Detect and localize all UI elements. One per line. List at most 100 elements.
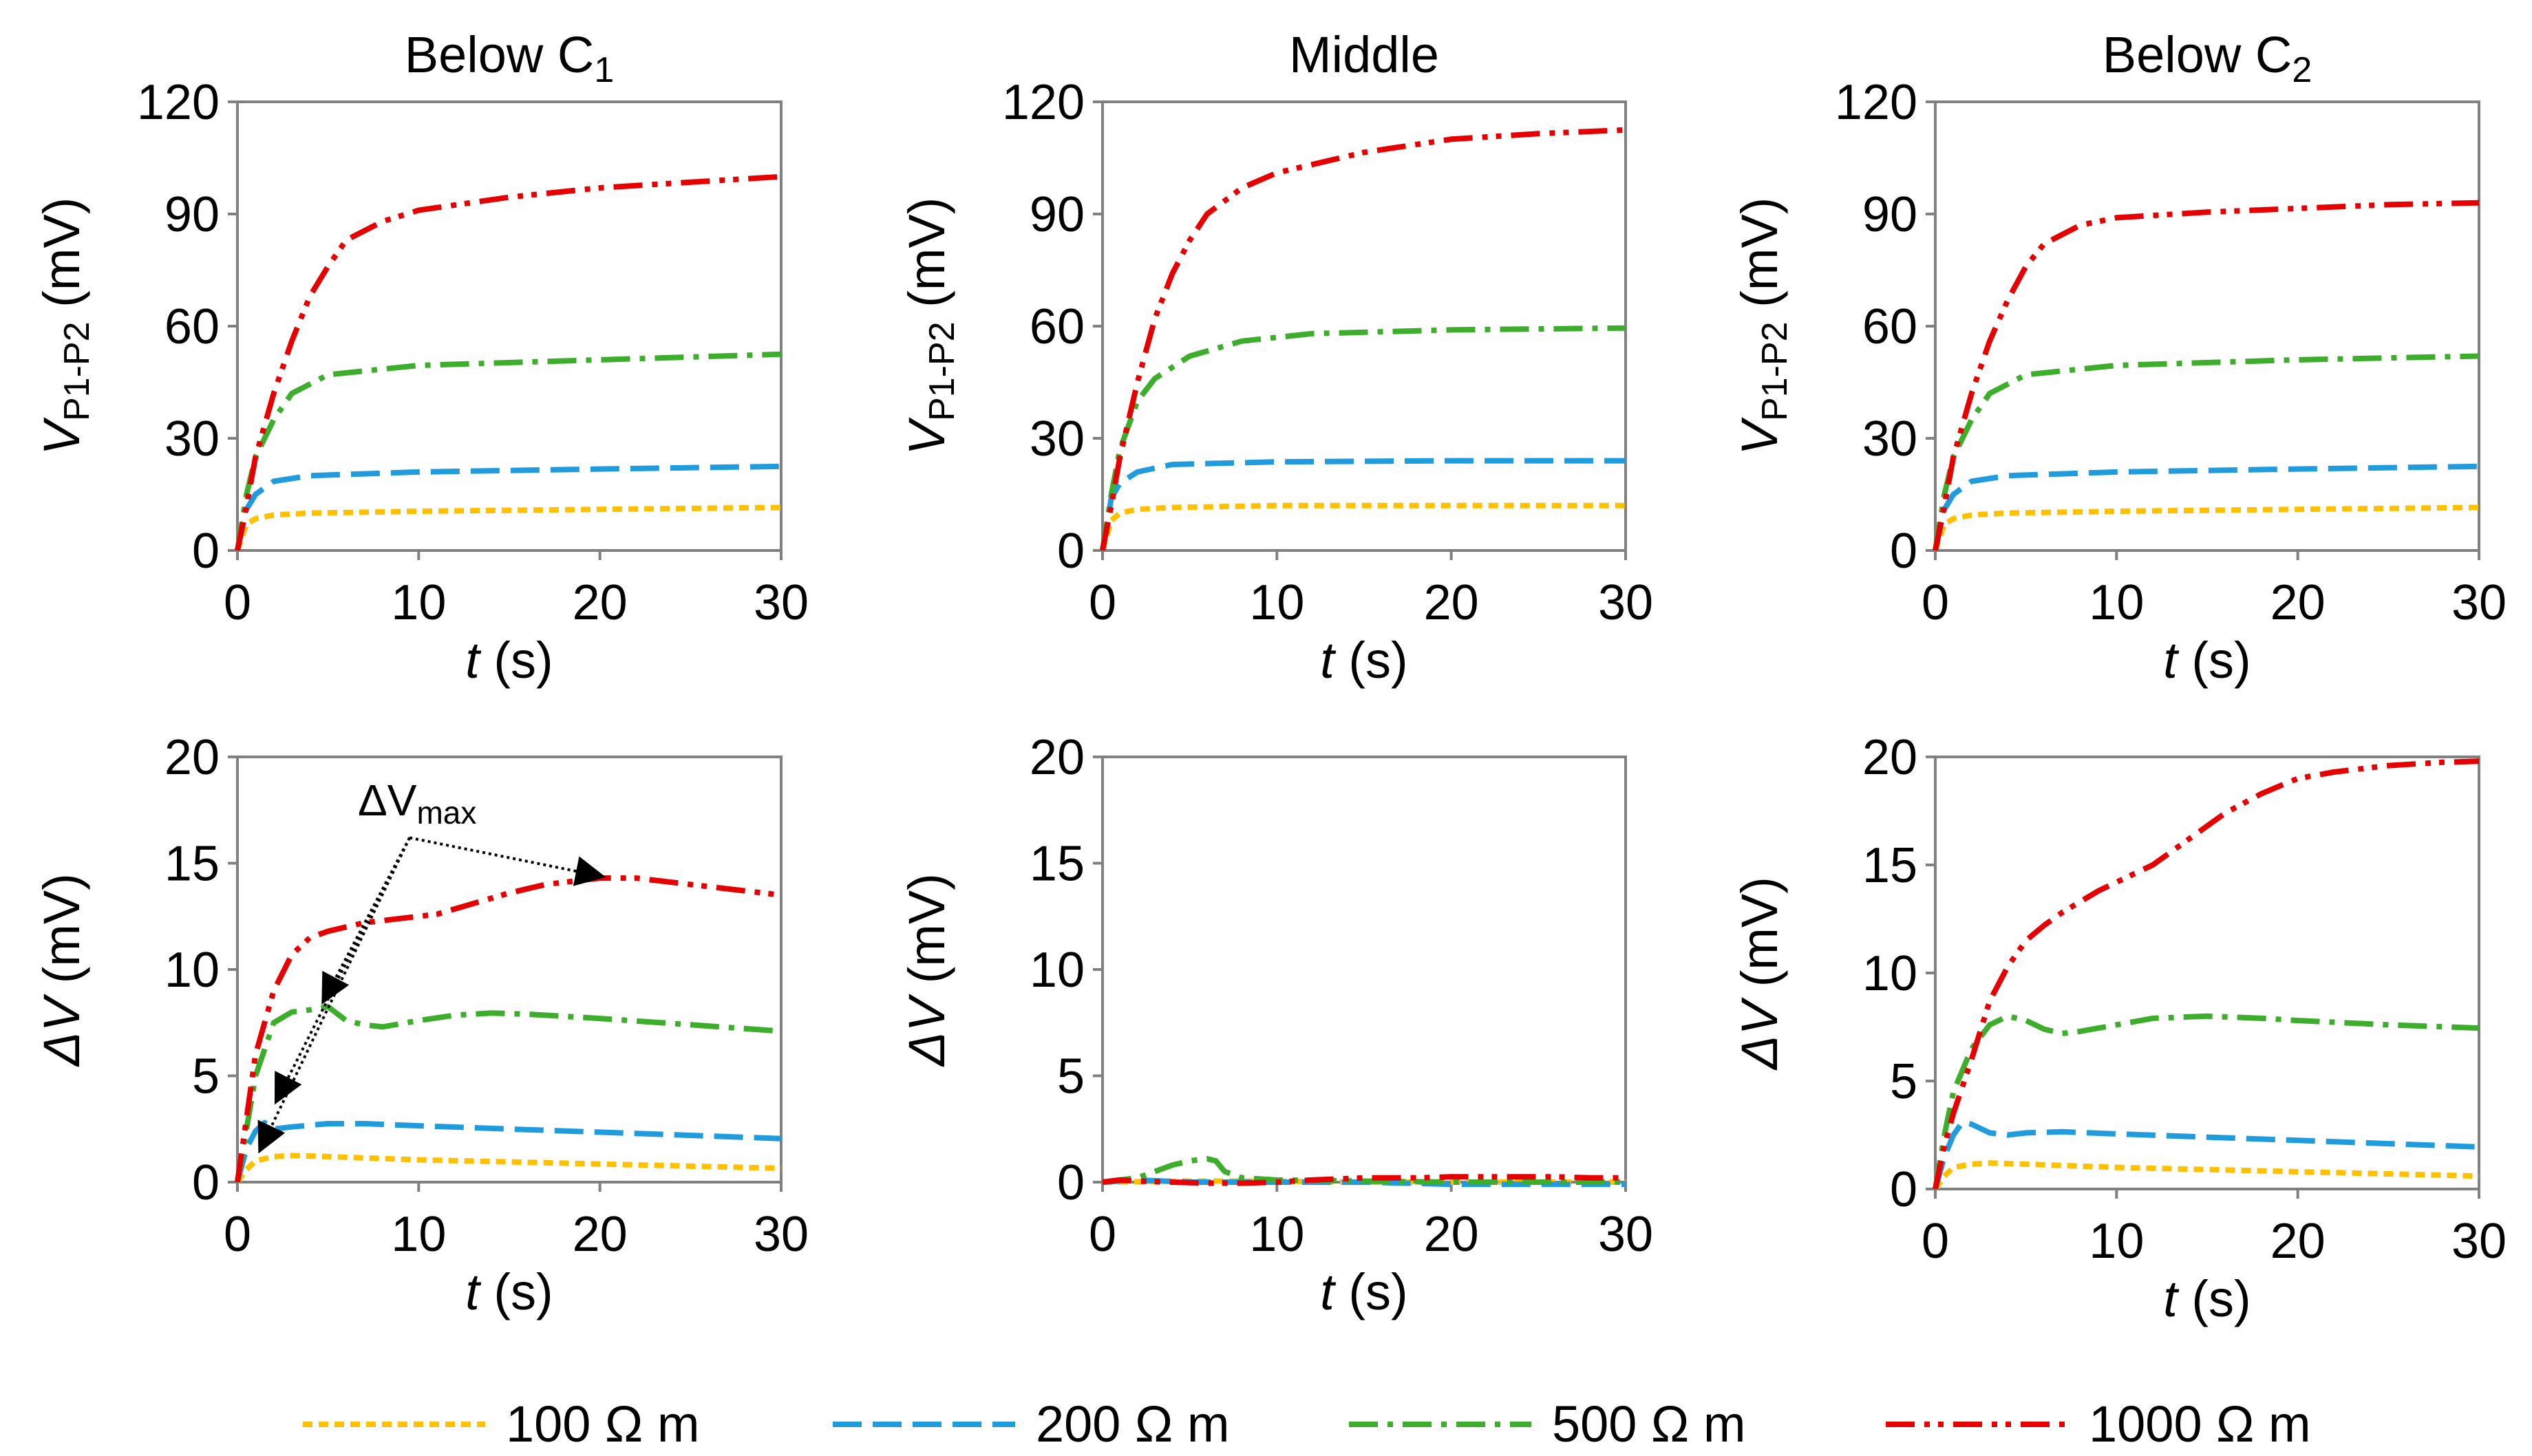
series-line-1000 <box>235 173 782 551</box>
chart-top-middle: 0 30 60 90 120 0 10 20 30 t (s) VP1-P2 (mV) Middle <box>898 26 1653 689</box>
x-axis-title: t (s) <box>465 1263 553 1320</box>
y-tick-label: 0 <box>192 524 220 579</box>
x-axis-title: t (s) <box>2163 632 2251 689</box>
plot-frame <box>1934 756 2480 1190</box>
x-tick-label: 30 <box>754 575 809 630</box>
annotation-arrows <box>257 836 606 1154</box>
series-line-1000 <box>1933 758 2480 1190</box>
x-tick-label: 30 <box>1598 575 1653 630</box>
y-tick-label: 10 <box>1030 943 1085 998</box>
legend-item-1000: 1000 Ω m <box>1886 1395 2311 1453</box>
panel-title: Middle <box>1289 26 1439 83</box>
series-line-200 <box>1933 463 2480 551</box>
y-tick-label: 0 <box>1057 524 1085 579</box>
y-tick-label: 0 <box>1057 1155 1085 1210</box>
series-line-500 <box>235 351 782 551</box>
x-tick-label: 30 <box>2451 1214 2507 1269</box>
y-tick-label: 30 <box>1030 411 1085 467</box>
chart-top-right: 0 30 60 90 120 0 10 20 30 t (s) VP1-P2 (mV) Below C… <box>1731 26 2507 689</box>
x-tick-label: 0 <box>1922 575 1949 630</box>
legend-label: 100 Ω m <box>506 1395 700 1453</box>
y-tick-label: 15 <box>1030 837 1085 892</box>
y-axis-title: ΔV (mV) <box>1731 877 1788 1071</box>
series-line-1000 <box>1100 127 1626 551</box>
series-line-200 <box>235 463 782 551</box>
y-axis-title: VP1-P2 (mV) <box>898 197 962 456</box>
y-tick-label: 10 <box>164 943 220 998</box>
y-tick-label: 5 <box>1890 1054 1917 1109</box>
y-axis-title: ΔV (mV) <box>33 873 90 1067</box>
y-axis-title: ΔV (mV) <box>898 873 955 1067</box>
plot-frame <box>236 756 783 1184</box>
y-tick-label: 30 <box>1862 411 1917 467</box>
x-tick-label: 20 <box>1424 575 1479 630</box>
y-tick-label: 90 <box>164 187 220 242</box>
y-tick-label: 120 <box>137 75 220 130</box>
series-line-500 <box>1933 1013 2480 1190</box>
y-axis-title: VP1-P2 (mV) <box>33 197 97 456</box>
chart-bottom-right: 0 5 10 15 20 0 10 20 30 t (s) ΔV (mV) <box>1731 730 2507 1327</box>
x-tick-label: 0 <box>224 575 251 630</box>
chart-panels: 0 30 60 90 120 0 10 20 30 t (s) VP1-P2 (mV) Below C… <box>33 26 2507 1327</box>
x-tick-label: 30 <box>2451 575 2507 630</box>
legend-label: 500 Ω m <box>1552 1395 1746 1453</box>
x-tick-label: 10 <box>1249 1207 1304 1262</box>
chart-bottom-left: 0 5 10 15 20 0 10 20 30 t (s) ΔV (mV) <box>33 730 809 1320</box>
series-line-200 <box>235 1120 782 1184</box>
annotation-label: ΔVmax <box>358 775 476 831</box>
series-line-500 <box>1933 353 2480 551</box>
annotation-arrow <box>257 837 411 1154</box>
y-tick-label: 90 <box>1862 187 1917 242</box>
series-line-500 <box>235 1004 782 1183</box>
x-tick-label: 20 <box>573 575 628 630</box>
plot-frame <box>1934 100 2480 552</box>
x-axis-title: t (s) <box>1320 1263 1407 1320</box>
x-tick-label: 0 <box>1922 1214 1949 1269</box>
series-line-100 <box>235 1153 782 1184</box>
series-line-100 <box>1100 502 1626 552</box>
x-tick-label: 20 <box>573 1207 628 1262</box>
annotation-subscript: max <box>416 795 476 831</box>
x-axis-title: t (s) <box>1320 632 1407 689</box>
series-line-500 <box>1100 325 1626 551</box>
y-tick-label: 90 <box>1030 187 1085 242</box>
y-tick-label: 60 <box>1862 299 1917 354</box>
y-tick-label: 10 <box>1862 946 1917 1001</box>
x-tick-label: 10 <box>391 1207 446 1262</box>
x-tick-label: 30 <box>1598 1207 1653 1262</box>
legend-label: 200 Ω m <box>1036 1395 1230 1453</box>
delta-v-max-annotation: ΔVmax <box>257 775 606 1154</box>
series-line-100 <box>235 504 782 552</box>
series-line-1000 <box>1102 1174 1626 1186</box>
x-tick-label: 0 <box>1089 575 1116 630</box>
legend-item-200: 200 Ω m <box>833 1395 1230 1453</box>
x-axis-title: t (s) <box>2163 1270 2251 1327</box>
legend-item-100: 100 Ω m <box>303 1395 700 1453</box>
legend-item-500: 500 Ω m <box>1349 1395 1746 1453</box>
annotation-arrow <box>409 836 606 886</box>
y-tick-label: 0 <box>192 1155 220 1210</box>
x-tick-label: 10 <box>1249 575 1304 630</box>
panel-title: Below C1 <box>405 26 614 90</box>
chart-top-left: 0 30 60 90 120 0 10 20 30 t (s) VP1-P2 (mV) Below C… <box>33 26 809 689</box>
series-line-500 <box>1102 1156 1626 1185</box>
legend: 100 Ω m 200 Ω m 500 Ω m 1000 Ω m <box>303 1395 2311 1453</box>
series-line-1000 <box>1933 200 2480 551</box>
series-line-1000 <box>235 875 782 1183</box>
legend-label: 1000 Ω m <box>2089 1395 2311 1453</box>
plot-frame <box>1101 756 1627 1184</box>
y-tick-label: 120 <box>1835 75 1917 130</box>
y-tick-label: 15 <box>164 837 220 892</box>
x-tick-label: 10 <box>2089 575 2144 630</box>
y-tick-label: 60 <box>164 299 220 354</box>
x-tick-label: 0 <box>1089 1207 1116 1262</box>
annotation-arrow <box>274 837 411 1105</box>
plot-frame <box>236 100 783 552</box>
series-line-100 <box>1933 1160 2480 1191</box>
y-tick-label: 60 <box>1030 299 1085 354</box>
y-tick-label: 5 <box>1057 1049 1085 1104</box>
x-tick-label: 30 <box>754 1207 809 1262</box>
x-tick-label: 10 <box>391 575 446 630</box>
y-axis-title: VP1-P2 (mV) <box>1731 197 1795 456</box>
panel-title: Below C2 <box>2103 26 2312 90</box>
